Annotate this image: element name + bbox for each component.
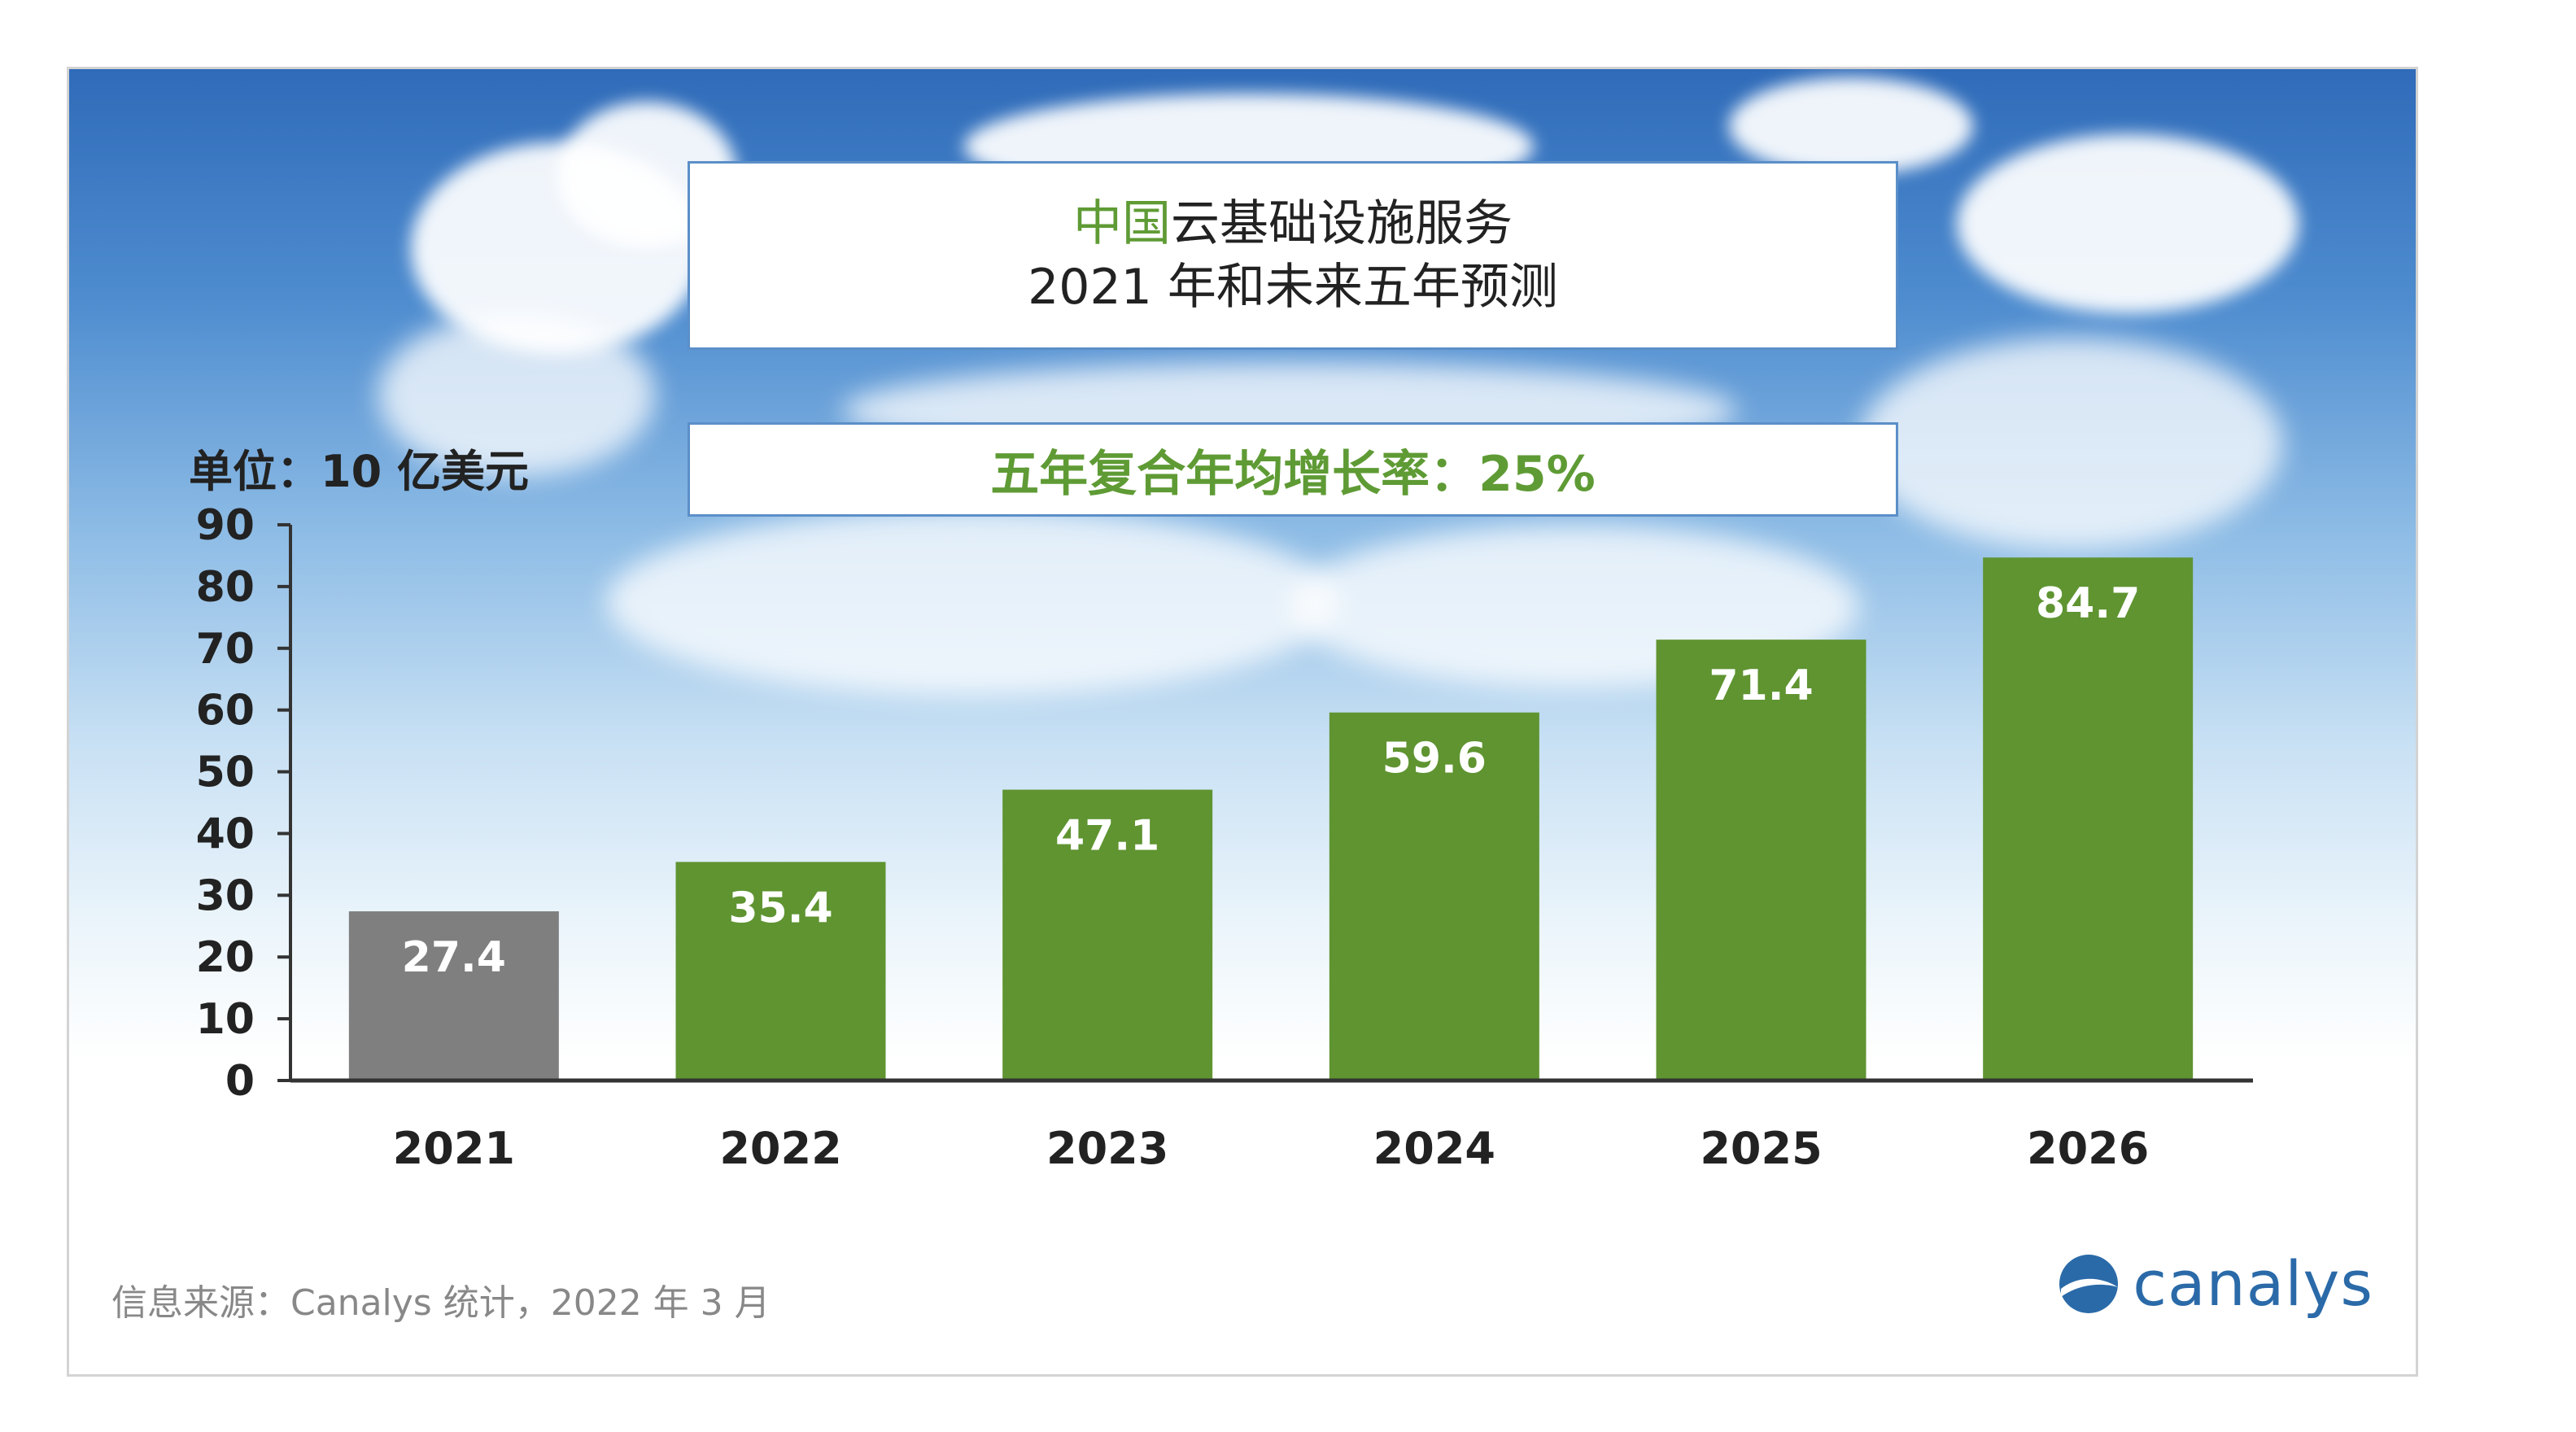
bar-value-label: 47.1 [1055, 812, 1159, 861]
bar-value-label: 35.4 [728, 884, 832, 932]
chart-title-highlight: 中国 [1073, 195, 1171, 252]
bar [675, 862, 886, 1081]
chart-title-line2: 2021 年和未来五年预测 [1028, 259, 1558, 316]
x-tick-label: 2024 [1373, 1123, 1495, 1174]
cloud-decoration [378, 313, 655, 476]
cloud-decoration [1859, 338, 2282, 549]
cagr-text: 五年复合年均增长率：25% [990, 445, 1596, 503]
y-tick-label: 0 [225, 1057, 255, 1106]
bar-value-label: 27.4 [402, 933, 506, 982]
cloud-decoration [606, 509, 1338, 696]
cagr-banner: 五年复合年均增长率：25% [688, 422, 1898, 517]
y-tick-label: 60 [196, 687, 255, 736]
bar-value-label: 84.7 [2036, 579, 2140, 628]
y-tick-label: 30 [196, 871, 255, 920]
y-tick-label: 50 [196, 749, 255, 797]
bar [1329, 712, 1539, 1081]
canalys-logo-text: canalys [2133, 1247, 2373, 1320]
chart-frame: 中国云基础设施服务 2021 年和未来五年预测 五年复合年均增长率：25% 单位… [67, 67, 2418, 1377]
x-tick-label: 2021 [393, 1123, 515, 1174]
x-tick-label: 2022 [719, 1123, 841, 1174]
chart-title-rest: 云基础设施服务 [1171, 195, 1513, 252]
chart-title-box: 中国云基础设施服务 2021 年和未来五年预测 [688, 161, 1898, 350]
cloud-decoration [1957, 134, 2299, 313]
bar-value-label: 71.4 [1709, 661, 1813, 710]
y-tick-label: 40 [196, 810, 255, 858]
y-tick-label: 10 [196, 995, 255, 1044]
y-tick-label: 70 [196, 625, 255, 674]
y-tick-label: 20 [196, 933, 255, 982]
x-tick-label: 2023 [1046, 1123, 1168, 1174]
y-axis-unit-label: 单位：10 亿美元 [189, 446, 529, 497]
y-tick-label: 80 [196, 563, 255, 612]
bar [1656, 640, 1867, 1081]
chart-title-line1: 中国云基础设施服务 [1073, 192, 1513, 255]
canalys-logo-icon [2059, 1254, 2119, 1313]
cloud-decoration [1729, 77, 1973, 175]
bar-chart: 0 10 20 30 40 50 60 70 80 90 27.4 2021 35.4 2022 47.1 2… [196, 501, 2253, 1174]
y-tick-label: 90 [196, 501, 255, 550]
x-tick-label: 2025 [1700, 1123, 1822, 1174]
bar [348, 911, 559, 1081]
bar [1983, 557, 2194, 1081]
canalys-logo: canalys [2056, 1247, 2373, 1320]
x-tick-label: 2026 [2027, 1123, 2149, 1174]
bar-value-label: 59.6 [1382, 735, 1487, 784]
source-note: 信息来源：Canalys 统计，2022 年 3 月 [111, 1282, 771, 1324]
bar [1002, 789, 1213, 1081]
